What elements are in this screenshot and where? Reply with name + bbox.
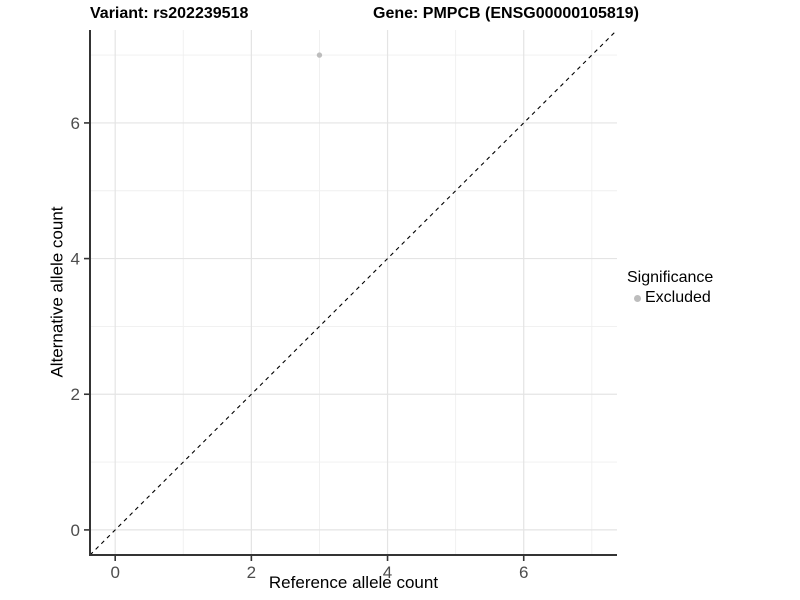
legend-item-excluded: Excluded bbox=[627, 289, 713, 307]
y-tick-label: 2 bbox=[71, 385, 80, 404]
x-tick-label: 0 bbox=[110, 563, 119, 582]
x-axis-title: Reference allele count bbox=[268, 573, 439, 592]
plot-title-variant: Variant: rs202239518 bbox=[90, 5, 249, 22]
legend-title: Significance bbox=[627, 269, 714, 286]
x-tick-label: 6 bbox=[519, 563, 528, 582]
y-tick-label: 6 bbox=[71, 114, 80, 133]
legend: Significance Excluded bbox=[627, 267, 713, 307]
y-tick-label: 0 bbox=[71, 521, 80, 540]
x-tick-label: 4 bbox=[383, 563, 392, 582]
identity-reference-line bbox=[89, 29, 618, 556]
y-axis-title: Alternative allele count bbox=[47, 206, 67, 378]
y-tick-label: 4 bbox=[71, 250, 80, 269]
legend-item-label: Excluded bbox=[645, 289, 711, 306]
data-point bbox=[316, 52, 323, 58]
x-tick-label: 2 bbox=[247, 563, 256, 582]
legend-point-icon bbox=[634, 294, 641, 302]
plot-title-gene: Gene: PMPCB (ENSG00000105819) bbox=[373, 5, 639, 22]
